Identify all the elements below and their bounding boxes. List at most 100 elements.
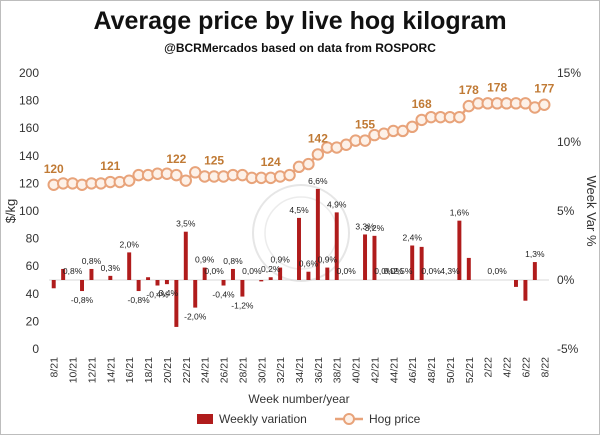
x-tick-label: 42/21 — [369, 357, 381, 383]
bar-data-label: 0,0% — [242, 266, 262, 276]
hog-price-point — [283, 168, 296, 182]
weekly-variation-bar — [268, 277, 273, 280]
price-data-label: 178 — [459, 83, 479, 97]
price-data-label: 178 — [487, 80, 507, 94]
x-tick-label: 4/22 — [502, 357, 514, 378]
y-left-tick-label: 120 — [19, 176, 39, 190]
weekly-variation-bar — [89, 268, 94, 280]
weekly-variation-bar — [221, 280, 226, 286]
weekly-variation-bar — [410, 245, 415, 280]
x-tick-label: 8/22 — [539, 357, 551, 378]
bar-data-label: 3,5% — [176, 219, 196, 229]
bar-data-label: -3,4% — [156, 288, 179, 298]
weekly-variation-bar — [363, 234, 368, 280]
price-data-label: 120 — [44, 162, 64, 176]
bar-data-label: 2,0% — [120, 239, 140, 249]
x-tick-label: 46/21 — [407, 357, 419, 383]
weekly-variation-bar — [51, 280, 56, 289]
bar-data-label: 2,4% — [403, 233, 423, 243]
bar-data-label: 6,6% — [308, 176, 328, 186]
bar-data-label: 0,3% — [101, 263, 121, 273]
bar-data-label: 0,6% — [299, 259, 319, 269]
price-data-label: 168 — [412, 97, 432, 111]
x-tick-label: 18/21 — [143, 357, 155, 383]
bar-data-label: 0,9% — [270, 255, 290, 265]
y-left-tick-label: 80 — [26, 232, 40, 246]
weekly-variation-bar — [183, 231, 188, 280]
hog-price-point — [453, 110, 466, 124]
x-tick-label: 52/21 — [464, 357, 476, 383]
x-tick-label: 6/22 — [520, 357, 532, 378]
hog-price-point — [358, 134, 372, 147]
price-data-label: 155 — [355, 118, 375, 132]
bar-data-label: -0,4% — [146, 290, 169, 300]
legend-hog-price-label: Hog price — [369, 412, 421, 426]
weekly-variation-bar — [80, 280, 84, 292]
weekly-variation-bar — [297, 217, 301, 280]
bar-data-label: 0,8% — [223, 256, 243, 266]
x-tick-label: 38/21 — [332, 357, 344, 383]
weekly-variation-bar — [193, 280, 198, 308]
weekly-variation-bar — [372, 235, 377, 280]
x-tick-label: 44/21 — [388, 357, 400, 383]
y-left-tick-label: 180 — [19, 94, 39, 108]
y-right-tick-label: 0% — [557, 273, 575, 287]
weekly-variation-bar — [61, 268, 66, 280]
y-left-tick-label: 160 — [19, 121, 39, 135]
bar-data-label: 0,0% — [421, 266, 441, 276]
x-tick-label: 24/21 — [200, 357, 212, 383]
bar-data-label: 4,5% — [289, 205, 309, 215]
legend-weekly-variation-label: Weekly variation — [219, 412, 307, 426]
x-tick-label: 30/21 — [256, 357, 268, 383]
y-right-tick-label: 5% — [557, 204, 575, 218]
x-tick-label: 16/21 — [124, 357, 136, 383]
bar-data-label: 4,9% — [327, 199, 347, 209]
bar-data-label: 1,3% — [525, 249, 545, 259]
x-tick-label: 34/21 — [294, 357, 306, 383]
hog-price-point — [538, 98, 551, 111]
weekly-variation-bar — [315, 188, 320, 280]
weekly-variation-bar — [202, 267, 207, 280]
x-tick-label: 32/21 — [275, 357, 287, 383]
bar-data-label: 0,0% — [204, 266, 224, 276]
weekly-variation-bar — [155, 280, 160, 286]
y-right-tick-label: 10% — [557, 135, 581, 149]
price-data-label: 177 — [534, 82, 554, 96]
bar-data-label: 0,0% — [487, 266, 507, 276]
x-tick-label: 22/21 — [181, 357, 193, 383]
weekly-variation-bar — [457, 220, 462, 280]
weekly-variation-bar — [334, 212, 339, 280]
x-tick-label: 12/21 — [86, 357, 98, 383]
price-data-label: 122 — [166, 152, 186, 166]
watermark-seal-icon — [252, 184, 350, 282]
weekly-variation-bar — [306, 271, 311, 280]
y-left-tick-label: 140 — [19, 149, 39, 163]
weekly-variation-bar — [532, 262, 537, 280]
weekly-variation-bar — [108, 275, 113, 280]
y-left-tick-label: 200 — [19, 66, 39, 80]
bar-data-label: -1,2% — [231, 301, 254, 311]
bar-data-label: -0,8% — [71, 295, 94, 305]
x-tick-label: 8/21 — [49, 357, 61, 378]
weekly-variation-bar — [523, 280, 528, 301]
bar-data-label: 0,9% — [318, 255, 338, 265]
chart-subtitle: @BCRMercados based on data from ROSPORC — [164, 41, 436, 55]
hog-price-point — [170, 168, 183, 182]
x-tick-label: 10/21 — [68, 357, 80, 383]
bar-data-label: 3,3% — [355, 221, 375, 231]
bar-data-label: 0,8% — [82, 256, 102, 266]
bar-data-label: 0,2% — [261, 264, 281, 274]
price-data-label: 124 — [261, 155, 281, 169]
legend-hog-price-marker — [343, 413, 355, 425]
x-tick-label: 20/21 — [162, 357, 174, 383]
price-data-label: 121 — [100, 159, 120, 173]
bar-data-label: 4,3% — [440, 266, 460, 276]
y-left-tick-label: 0 — [32, 342, 39, 356]
y-left-tick-label: 40 — [26, 287, 40, 301]
hog-price-point — [302, 157, 315, 171]
bar-data-label: -2,0% — [184, 312, 207, 322]
x-tick-label: 40/21 — [351, 357, 363, 383]
y-left-axis-title: $/kg — [3, 199, 18, 224]
x-tick-label: 36/21 — [313, 357, 325, 383]
weekly-variation-bar — [466, 257, 471, 280]
